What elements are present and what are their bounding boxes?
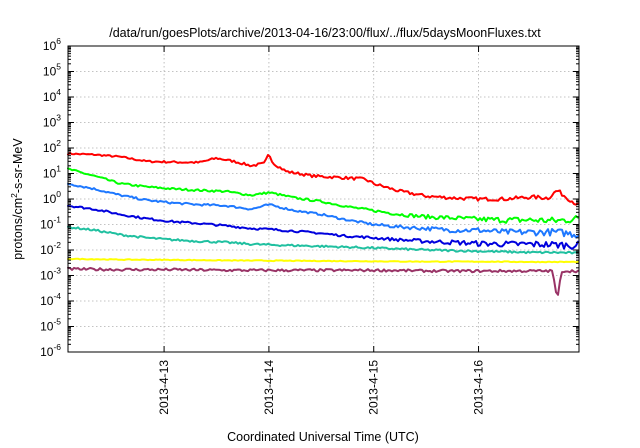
y-tick-label: 10-3 — [40, 266, 61, 283]
x-tick-label: 2013-4-15 — [367, 360, 381, 415]
y-tick-label: 101 — [43, 164, 61, 181]
y-axis-label-sup: 2 — [9, 193, 19, 198]
chart-title: /data/run/goesPlots/archive/2013-04-16/2… — [109, 26, 541, 40]
y-tick-label: 10-2 — [40, 240, 61, 257]
y-tick-label: 102 — [43, 138, 61, 155]
y-axis-label: protons/cm2-s-sr-MeV — [9, 138, 25, 260]
y-tick-label: 100 — [43, 189, 61, 206]
x-axis-label: Coordinated Universal Time (UTC) — [227, 430, 419, 444]
series-line-2 — [67, 167, 579, 224]
x-axis: 2013-4-13 2013-4-14 2013-4-15 2013-4-16 — [157, 46, 486, 415]
y-axis-label-rest: -s-sr-MeV — [11, 138, 25, 194]
x-tick-label: 2013-4-13 — [157, 360, 171, 415]
series-line-5 — [67, 225, 579, 255]
series-line-4 — [67, 204, 579, 250]
y-tick-label: 10-6 — [40, 342, 61, 359]
series-line-1 — [67, 152, 579, 206]
series-line-6 — [67, 257, 579, 264]
y-tick-label: 104 — [43, 87, 61, 104]
series-layer — [67, 152, 579, 296]
y-tick-label: 10-5 — [40, 317, 61, 334]
series-line-7 — [67, 266, 579, 296]
series-line-3 — [67, 182, 579, 239]
y-tick-label: 10-1 — [40, 215, 61, 232]
y-tick-label: 10-4 — [40, 291, 61, 308]
y-axis: 10-6 10-5 10-4 10-3 10-2 10-1 100 101 102 103 104 1… — [40, 36, 579, 359]
y-axis-label-base: protons/cm — [11, 198, 25, 260]
x-tick-label: 2013-4-16 — [472, 360, 486, 415]
y-tick-label: 105 — [43, 62, 61, 79]
grid-lines — [68, 46, 579, 352]
x-tick-label: 2013-4-14 — [262, 360, 276, 415]
y-tick-label: 106 — [43, 36, 61, 53]
y-tick-label: 103 — [43, 113, 61, 130]
